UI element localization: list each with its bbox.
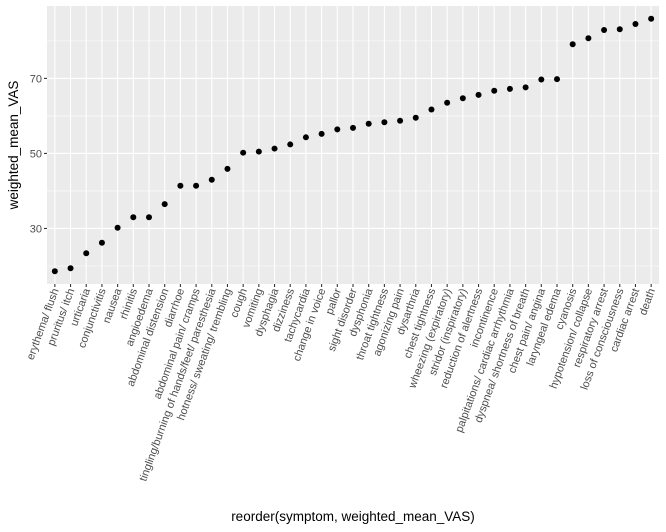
y-tick-label: 70 (30, 73, 42, 85)
data-point (83, 250, 90, 257)
data-point (51, 268, 58, 275)
data-point (522, 84, 529, 91)
data-point (98, 239, 105, 246)
data-point (318, 130, 325, 137)
data-point (569, 41, 576, 48)
data-point (601, 27, 608, 34)
data-point (271, 145, 278, 152)
data-point (459, 95, 466, 102)
data-point (130, 214, 137, 221)
data-point (302, 134, 309, 141)
data-point (240, 149, 247, 156)
data-point (491, 87, 498, 94)
y-tick-label: 50 (30, 148, 42, 160)
data-point (381, 119, 388, 126)
data-point (114, 224, 121, 231)
y-axis-title: weighted_mean_VAS (6, 81, 21, 211)
y-tick-label: 30 (30, 223, 42, 235)
data-point (632, 21, 639, 28)
data-point (397, 117, 404, 124)
data-point (538, 76, 545, 83)
data-point (208, 176, 215, 183)
data-point (255, 148, 262, 155)
data-point (365, 120, 372, 127)
data-point (444, 99, 451, 106)
data-point (177, 182, 184, 189)
data-point (554, 76, 560, 83)
data-points (51, 15, 655, 275)
data-point (506, 85, 513, 92)
data-point (224, 165, 231, 172)
data-point (193, 182, 200, 189)
data-point (334, 126, 341, 133)
data-point (161, 201, 168, 208)
data-point (287, 141, 294, 148)
data-point (412, 114, 419, 121)
data-point (648, 15, 655, 22)
data-point (616, 26, 623, 33)
data-point (67, 265, 74, 272)
data-point (350, 124, 356, 131)
x-axis-title: reorder(symptom, weighted_mean_VAS) (231, 509, 475, 524)
data-point (428, 106, 435, 113)
data-point (585, 35, 592, 42)
major-gridlines (47, 6, 659, 284)
data-point (146, 214, 152, 221)
y-axis: 30 50 70 (30, 73, 47, 235)
data-point (475, 91, 482, 98)
